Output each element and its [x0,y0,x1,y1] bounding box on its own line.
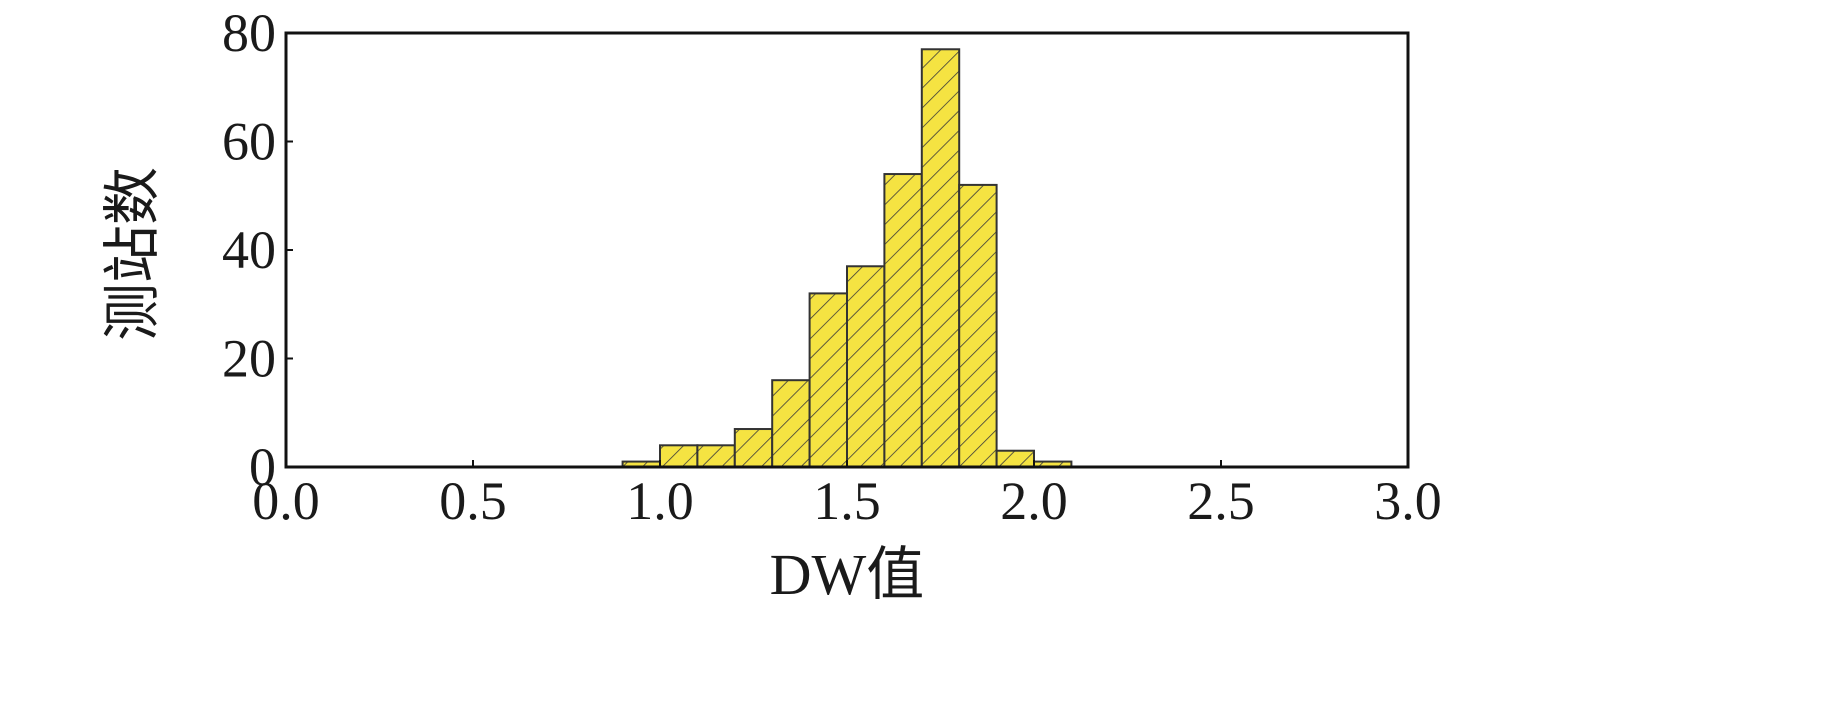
bars-group [621,48,1073,469]
x-tick-label: 2.5 [1187,471,1255,531]
x-axis-label: DW值 [770,542,925,607]
y-tick-label: 20 [222,329,276,389]
y-axis-label: 测站数 [100,167,165,341]
x-tick-label: 3.0 [1374,471,1442,531]
histogram-bar-6 [846,265,886,468]
x-tick-label: 0.5 [439,471,507,531]
histogram-bar-5 [808,292,848,468]
x-tick-label: 2.0 [1000,471,1068,531]
x-tick-label: 1.5 [813,471,881,531]
histogram-bar-9 [958,183,998,468]
y-tick-label: 0 [249,437,276,497]
histogram-bar-1 [659,444,699,468]
x-tick-label: 1.0 [626,471,694,531]
x-tick-label: 0.0 [252,471,320,531]
y-axis-ticks: 0 20 40 60 80 [222,3,293,497]
y-tick-label: 80 [222,3,276,63]
histogram-bar-4 [771,379,811,469]
y-tick-label: 60 [222,112,276,172]
plot-frame [284,31,1410,469]
y-tick-label: 40 [222,220,276,280]
x-axis-ticks: 0.0 0.5 1.0 1.5 2.0 2.5 3.0 [252,460,1442,531]
histogram-bar-3 [733,428,774,468]
histogram-bar-10 [995,449,1035,469]
histogram-bar-8 [920,48,961,469]
histogram-bar-2 [696,444,736,468]
histogram-bar-7 [883,173,923,469]
